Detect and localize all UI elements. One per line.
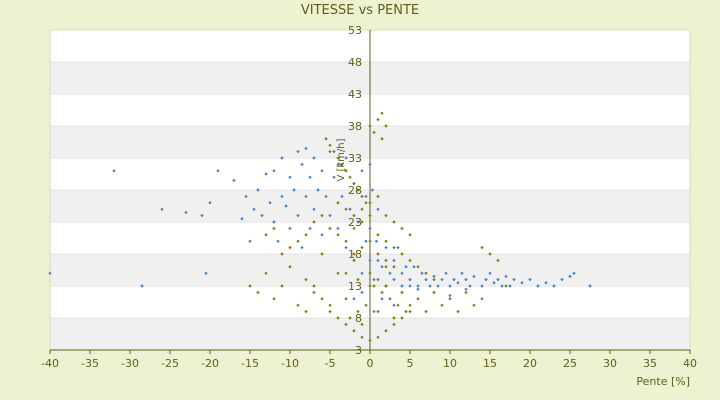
data-point [380, 111, 384, 115]
data-point [204, 271, 208, 275]
x-tick-label: 40 [683, 357, 697, 370]
y-tick-label: 48 [348, 56, 362, 69]
data-point [140, 284, 144, 288]
data-point [374, 239, 379, 243]
x-axis-label: Pente [%] [636, 375, 690, 388]
data-point [112, 169, 116, 173]
x-tick-label: 35 [643, 357, 657, 370]
data-point [376, 117, 380, 122]
x-tick-label: -5 [325, 357, 336, 370]
data-point [560, 277, 564, 282]
data-point [572, 271, 576, 275]
data-point [368, 124, 372, 128]
data-point [536, 284, 540, 288]
data-point [588, 284, 592, 288]
x-tick-label: 15 [483, 357, 497, 370]
y-tick-label: 43 [348, 88, 362, 101]
data-point [232, 178, 236, 183]
y-tick-label: 3 [355, 344, 362, 357]
y-axis-label: V [km/h] [336, 138, 347, 181]
y-tick-label: 33 [348, 152, 362, 165]
y-tick-label: 18 [348, 248, 362, 261]
x-tick-label: 5 [407, 357, 414, 370]
data-point [248, 239, 252, 243]
data-point [512, 277, 516, 282]
y-tick-label: 38 [348, 120, 362, 133]
data-point [252, 207, 256, 211]
data-point [370, 188, 375, 192]
x-tick-label: 10 [443, 357, 457, 370]
data-point [184, 210, 188, 215]
data-point [160, 207, 164, 211]
x-tick-label: -30 [121, 357, 139, 370]
y-tick-label: 23 [348, 216, 362, 229]
x-tick-label: -20 [201, 357, 219, 370]
y-tick-label: 53 [348, 24, 362, 37]
x-tick-label: -25 [161, 357, 179, 370]
x-tick-label: 0 [367, 357, 374, 370]
x-tick-label: 30 [603, 357, 617, 370]
data-point [48, 271, 52, 275]
data-point [552, 284, 556, 288]
x-tick-label: -10 [281, 357, 299, 370]
x-tick-label: -35 [81, 357, 99, 370]
y-tick-label: 28 [348, 184, 362, 197]
y-tick-label: 8 [355, 312, 362, 325]
x-tick-label: 20 [523, 357, 537, 370]
x-tick-label: -40 [41, 357, 59, 370]
x-tick-label: -15 [241, 357, 259, 370]
x-tick-labels: -40 -35 -30 -25 -20 -15 -10 -5 0 5 10 15 20 25 30 35 40 [41, 350, 697, 370]
data-point [208, 201, 212, 205]
x-tick-label: 25 [563, 357, 577, 370]
data-point [216, 169, 220, 173]
chart-title: VITESSE vs PENTE [301, 3, 419, 18]
data-point [384, 124, 388, 128]
data-point [240, 217, 244, 221]
data-point [528, 277, 532, 282]
data-point [248, 284, 252, 288]
data-point [244, 194, 248, 199]
y-tick-label: 13 [348, 280, 362, 293]
